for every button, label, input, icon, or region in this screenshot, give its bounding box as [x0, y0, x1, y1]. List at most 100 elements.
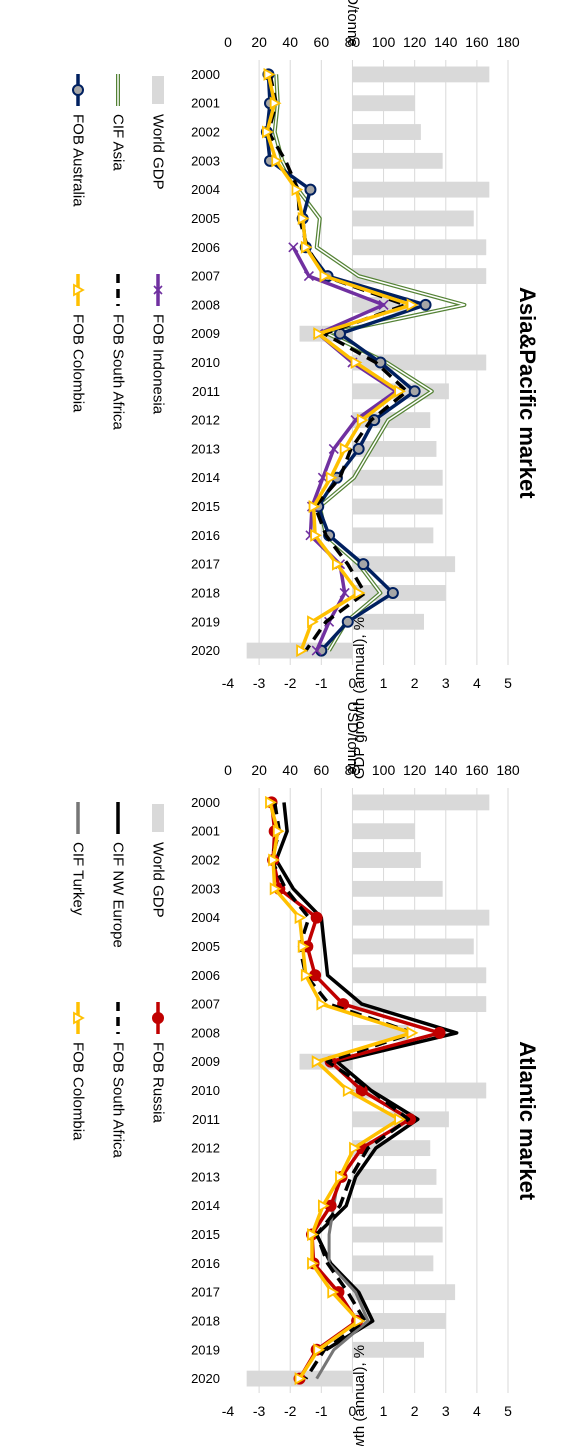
legend-item-fob-indonesia: FOB Indonesia: [150, 274, 167, 415]
series-fob-colombia-point-2014: [325, 471, 338, 485]
series-fob-colombia-point-2017: [331, 557, 344, 571]
x-axis-tick: 2013: [191, 1169, 220, 1184]
series-fob-russia-point-2004: [310, 911, 323, 924]
series-fob-colombia-point-2009: [311, 1055, 324, 1069]
legend-label: FOB South Africa: [110, 1042, 127, 1159]
gdp-bar-2017: [352, 1284, 456, 1301]
right-axis-tick: 0: [349, 675, 357, 691]
gdp-bar-2007: [352, 268, 487, 284]
left-axis-tick: 80: [345, 34, 361, 50]
x-axis-tick: 2018: [191, 1313, 220, 1328]
x-axis-tick: 2005: [191, 939, 220, 954]
series-cif-asia-line-inner: [273, 74, 466, 651]
left-axis-tick: 60: [314, 34, 330, 50]
gdp-bar-2004: [352, 181, 490, 198]
gdp-bar-2015: [352, 498, 443, 515]
left-axis-tick: 180: [496, 34, 520, 50]
x-axis-tick: 2007: [191, 269, 220, 284]
series-fob-colombia-point-2013: [339, 442, 352, 456]
gdp-bar-2000: [352, 66, 490, 83]
x-axis-tick: 2009: [191, 1054, 220, 1069]
legend-marker: [73, 1011, 85, 1025]
gdp-bar-2006: [352, 239, 487, 256]
legend-label: FOB Colombia: [70, 1042, 87, 1141]
x-axis-tick: 2002: [191, 125, 220, 140]
gdp-bar-2003: [352, 152, 443, 169]
legend-item-cif-asia: CIF Asia: [110, 74, 127, 171]
chart-title: Asia&Pacific market: [515, 287, 540, 499]
series-fob-colombia-point-2014: [317, 1199, 330, 1213]
series-fob-colombia-point-2002: [261, 125, 274, 139]
gdp-bar-2018: [352, 585, 446, 601]
right-axis-tick: 2: [411, 1403, 419, 1419]
x-axis-tick: 2015: [191, 499, 220, 514]
legend-item-cif-turkey: CIF Turkey: [70, 802, 87, 916]
series-fob-colombia-point-2001: [269, 96, 282, 110]
x-axis-tick: 2011: [192, 1112, 220, 1127]
left-axis-tick: 100: [372, 762, 396, 778]
series-fob-colombia-point-2004: [294, 911, 307, 925]
right-axis-tick: 4: [473, 675, 481, 691]
series-fob-colombia-point-2019: [307, 615, 319, 629]
x-axis-tick: 2006: [191, 968, 220, 983]
chart-title: Atlantic market: [515, 1041, 540, 1201]
x-axis-tick: 2016: [191, 528, 220, 543]
series-fob-south-africa-line: [269, 802, 415, 1380]
x-axis-tick: 2007: [191, 997, 220, 1012]
right-axis-tick: 2: [411, 675, 419, 691]
gdp-bar-2019: [352, 1341, 424, 1358]
series-fob-colombia-point-2011: [394, 384, 406, 398]
gdp-bar-2002: [352, 852, 421, 868]
series-fob-australia-point-2017: [357, 558, 370, 571]
left-axis-tick: 120: [403, 762, 427, 778]
left-axis-tick: 0: [224, 762, 232, 778]
series-fob-colombia-point-2013: [335, 1170, 347, 1184]
right-axis-tick: -1: [315, 675, 328, 691]
x-axis-tick: 2018: [191, 585, 220, 600]
legend-label: World GDP: [150, 842, 167, 918]
x-axis-tick: 2020: [191, 643, 220, 658]
left-axis-tick: 60: [314, 762, 330, 778]
left-axis-tick: 100: [372, 34, 396, 50]
series-fob-colombia-point-2017: [327, 1285, 340, 1299]
legend-item-fob-australia: FOB Australia: [70, 74, 87, 207]
series-fob-colombia-point-2007: [316, 997, 329, 1011]
x-axis-tick: 2001: [191, 824, 220, 839]
series-fob-australia-point-2008: [419, 298, 432, 311]
series-fob-colombia-point-2012: [349, 1141, 361, 1155]
gdp-bar-2016: [352, 527, 434, 544]
x-axis-tick: 2019: [191, 1342, 220, 1357]
series-fob-australia-point-2004: [304, 183, 317, 196]
left-axis-tick: 140: [434, 34, 458, 50]
series-fob-colombia-point-2003: [269, 882, 282, 896]
series-fob-colombia-point-2005: [297, 211, 310, 225]
right-axis-tick: 5: [504, 1403, 512, 1419]
y-axis-title: USD/tonne: [344, 701, 361, 774]
x-axis-tick: 2003: [191, 881, 220, 896]
x-axis-tick: 2012: [191, 1141, 220, 1156]
x-axis-tick: 2016: [191, 1256, 220, 1271]
left-axis-tick: 180: [496, 762, 520, 778]
gdp-bar-2013: [352, 1169, 437, 1185]
left-axis-tick: 0: [224, 34, 232, 50]
x-axis-tick: 2004: [191, 910, 220, 925]
series-fob-colombia-point-2006: [300, 240, 313, 254]
series-fob-colombia-point-2020: [294, 1372, 307, 1386]
series-fob-indonesia-point-2018: [339, 587, 350, 599]
x-axis-tick: 2013: [191, 441, 220, 456]
x-axis-tick: 2010: [191, 355, 220, 370]
series-fob-indonesia-point-2006: [288, 242, 299, 253]
series-fob-colombia-point-2018: [353, 586, 366, 600]
right-axis-tick: 5: [504, 675, 512, 691]
x-axis-tick: 2015: [191, 1227, 220, 1242]
gdp-bar-2017: [352, 556, 456, 573]
series-fob-indonesia-point-2007: [303, 271, 314, 282]
legend-item-world-gdp: World GDP: [150, 804, 167, 918]
gdp-bar-2002: [352, 124, 421, 140]
legend-item-fob-russia: FOB Russia: [150, 1002, 167, 1124]
gdp-bar-2007: [352, 996, 487, 1012]
gdp-bar-2001: [352, 823, 415, 840]
legend-label: CIF Asia: [110, 114, 127, 171]
x-axis-tick: 2008: [191, 297, 220, 312]
